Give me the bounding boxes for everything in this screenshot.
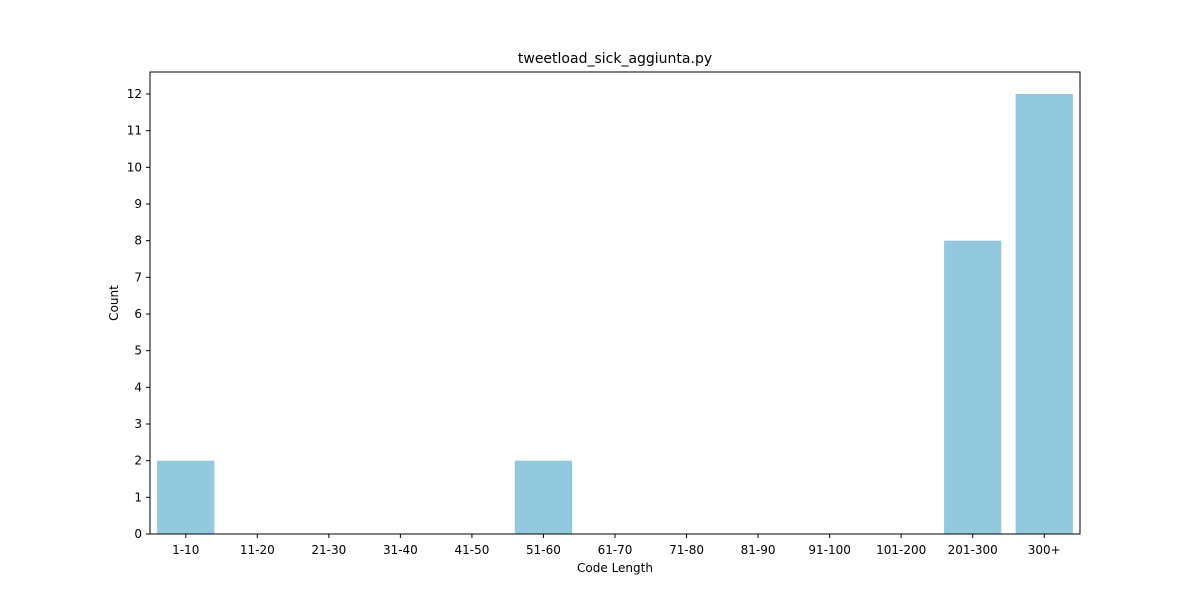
y-tick-label: 5 (134, 344, 142, 358)
y-tick-label: 8 (134, 234, 142, 248)
bar-300+ (1015, 94, 1073, 534)
y-tick-label: 11 (127, 124, 142, 138)
x-tick-label: 51-60 (526, 543, 561, 557)
y-tick-label: 1 (134, 490, 142, 504)
plot-frame (149, 71, 1081, 535)
y-tick-label: 10 (127, 160, 142, 174)
y-tick-label: 6 (134, 307, 142, 321)
x-tick-label: 300+ (1028, 543, 1061, 557)
bar-201-300 (944, 240, 1002, 534)
y-tick-label: 9 (134, 197, 142, 211)
x-tick-label: 101-200 (876, 543, 926, 557)
x-axis: 1-10 11-20 21-30 31-40 41-50 51-60 61-70 71-80 8… (172, 534, 1061, 557)
x-tick-label: 61-70 (598, 543, 633, 557)
x-tick-label: 31-40 (383, 543, 418, 557)
y-tick-label: 3 (134, 417, 142, 431)
x-tick-label: 11-20 (240, 543, 275, 557)
y-tick-label: 0 (134, 527, 142, 541)
x-tick-label: 41-50 (454, 543, 489, 557)
x-tick-label: 81-90 (741, 543, 776, 557)
y-tick-label: 4 (134, 380, 142, 394)
chart-title: tweetload_sick_aggiunta.py (518, 51, 712, 67)
x-tick-label: 1-10 (172, 543, 199, 557)
bars-group (157, 94, 1073, 534)
bar-1-10 (157, 460, 215, 534)
x-tick-label: 21-30 (311, 543, 346, 557)
y-tick-label: 2 (134, 454, 142, 468)
x-tick-label: 71-80 (669, 543, 704, 557)
x-tick-label: 91-100 (808, 543, 851, 557)
y-axis-label: Count (107, 285, 121, 321)
bar-51-60 (514, 460, 573, 534)
y-tick-label: 12 (127, 87, 142, 101)
x-tick-label: 201-300 (948, 543, 998, 557)
x-axis-label: Code Length (577, 561, 653, 575)
y-tick-label: 7 (134, 270, 142, 284)
